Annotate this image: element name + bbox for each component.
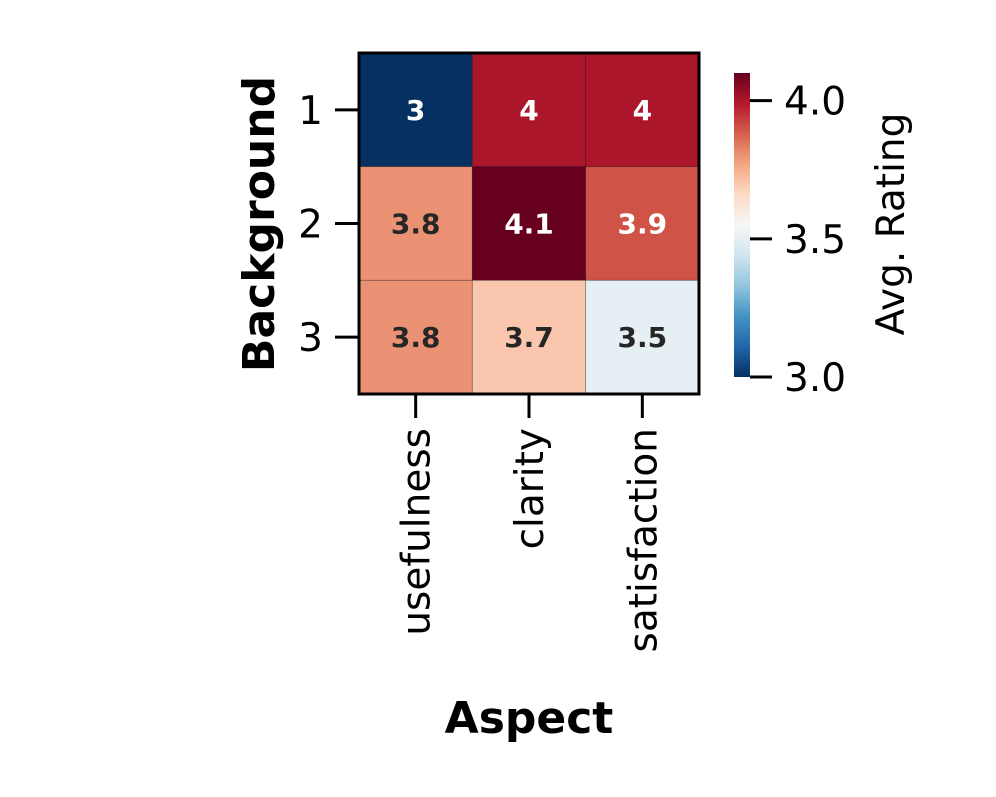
colorbar-tick-label: 4.0 — [784, 80, 846, 125]
heatmap-cell — [585, 166, 700, 281]
cell-value-label: 3.8 — [391, 321, 441, 354]
colorbar-tick-label: 3.5 — [784, 218, 846, 263]
y-axis-title: Background — [234, 76, 285, 372]
cell-value-label: 3 — [406, 94, 425, 127]
cell-value-label: 3.9 — [618, 208, 668, 241]
x-tick-label: satisfaction — [621, 428, 666, 652]
heatmap-cell — [471, 166, 587, 281]
heatmap-cell — [358, 166, 473, 281]
cell-value-label: 3.5 — [618, 321, 668, 354]
y-axis: 1 2 3 — [298, 89, 359, 361]
heatmap-cell — [358, 52, 473, 168]
cell-value-label: 4 — [519, 94, 538, 127]
cell-value-label: 4 — [633, 94, 652, 127]
heatmap-cell — [471, 52, 587, 168]
heatmap-cell — [471, 279, 587, 395]
heatmap-cells: 3 4 4 3.8 4.1 3.9 3.8 3.7 3.5 — [358, 52, 700, 395]
cell-value-label: 3.7 — [504, 321, 554, 354]
x-axis: usefulness clarity satisfaction — [395, 394, 666, 652]
y-tick-label: 3 — [298, 316, 323, 361]
cell-value-label: 3.8 — [391, 208, 441, 241]
colorbar: 3.0 3.5 4.0 Avg. Rating — [734, 73, 914, 401]
x-tick-label: usefulness — [395, 428, 440, 636]
y-tick-label: 2 — [298, 203, 323, 248]
colorbar-ticks: 3.0 3.5 4.0 — [750, 80, 846, 401]
x-axis-title: Aspect — [445, 693, 614, 744]
colorbar-title: Avg. Rating — [869, 113, 914, 336]
colorbar-tick-label: 3.0 — [784, 356, 846, 401]
x-tick-label: clarity — [508, 428, 553, 549]
y-tick-label: 1 — [298, 89, 323, 134]
cell-value-label: 4.1 — [504, 208, 554, 241]
colorbar-gradient — [734, 73, 750, 377]
